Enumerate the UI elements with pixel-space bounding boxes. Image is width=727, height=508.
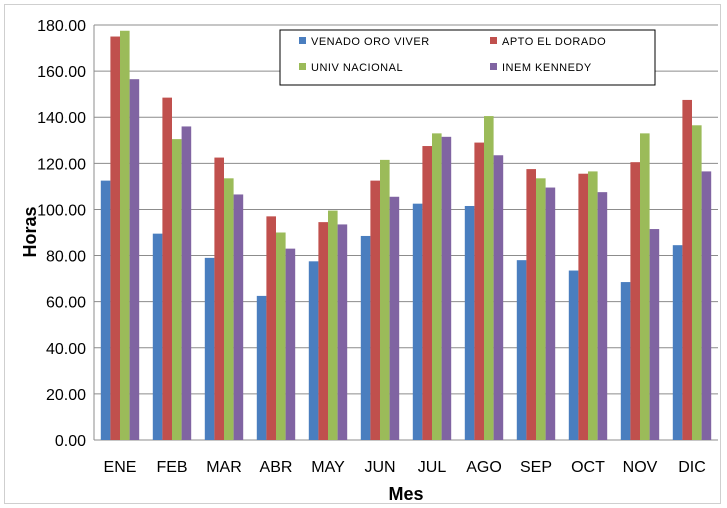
bar	[152, 233, 163, 440]
legend: VENADO ORO VIVER APTO EL DORADO UNIV NACIO…	[279, 29, 656, 86]
bar	[526, 169, 536, 440]
y-tick-label: 180.00	[37, 18, 86, 35]
bar	[620, 282, 631, 440]
bar	[597, 192, 608, 440]
x-axis-title: Mes	[388, 484, 423, 504]
bar	[536, 178, 546, 440]
x-tick-label: AGO	[466, 459, 502, 476]
x-tick-label: MAR	[206, 459, 242, 476]
bar	[630, 162, 640, 441]
bar	[162, 97, 172, 440]
bar	[308, 261, 319, 440]
x-tick-label: MAY	[311, 459, 345, 476]
bar	[181, 126, 192, 440]
bars	[100, 30, 712, 441]
bar	[328, 210, 338, 440]
bar	[588, 171, 598, 440]
y-tick-label: 100.00	[37, 202, 86, 219]
bar	[233, 194, 244, 440]
bar	[493, 155, 504, 440]
bar	[389, 196, 400, 440]
bar	[545, 187, 556, 440]
bar	[337, 224, 348, 440]
bar	[432, 133, 442, 440]
bar	[682, 99, 692, 441]
bar	[266, 216, 276, 440]
y-tick-label: 60.00	[46, 295, 86, 312]
legend-swatch	[299, 37, 306, 44]
legend-swatch	[299, 63, 306, 70]
bar	[224, 178, 234, 440]
bar	[578, 173, 588, 441]
bar	[276, 232, 286, 440]
legend-label: VENADO ORO VIVER	[311, 36, 430, 48]
bar	[422, 146, 432, 440]
bar	[214, 157, 224, 440]
bar	[110, 36, 120, 441]
bar	[120, 30, 130, 441]
x-tick-label: DIC	[678, 459, 706, 476]
x-tick-label: JUL	[418, 459, 447, 476]
bar	[360, 235, 371, 440]
bar	[692, 125, 702, 441]
bar	[129, 79, 140, 441]
bar	[172, 139, 182, 440]
y-tick-label: 140.00	[37, 110, 86, 127]
legend-label: INEM KENNEDY	[502, 62, 592, 74]
bar	[256, 295, 267, 440]
y-tick-labels: 0.00 20.00 40.00 60.00 80.00 100.00 120.00 140.…	[37, 18, 86, 450]
legend-box	[279, 29, 656, 86]
bar	[318, 222, 328, 440]
bar	[516, 260, 527, 440]
bar	[474, 142, 484, 441]
bar	[380, 159, 390, 440]
bar	[649, 229, 660, 440]
y-tick-label: 120.00	[37, 156, 86, 173]
bar	[370, 180, 380, 440]
bar	[412, 203, 423, 440]
x-tick-label: ABR	[260, 459, 293, 476]
legend-label: APTO EL DORADO	[502, 36, 606, 48]
y-tick-label: 160.00	[37, 64, 86, 81]
legend-swatch	[490, 37, 497, 44]
bar	[100, 180, 111, 440]
x-tick-label: SEP	[520, 459, 552, 476]
y-tick-label: 20.00	[46, 387, 86, 404]
bar	[204, 257, 215, 440]
bar	[701, 171, 712, 440]
bar	[484, 116, 494, 440]
y-tick-label: 80.00	[46, 249, 86, 266]
x-tick-label: NOV	[623, 459, 658, 476]
y-tick-label: 0.00	[55, 433, 86, 450]
x-tick-label: ENE	[104, 459, 137, 476]
legend-label: UNIV NACIONAL	[311, 62, 403, 74]
x-tick-labels: ENE FEB MAR ABR MAY JUN JUL AGO SEP OCT NOV DIC	[104, 459, 706, 476]
chart-frame	[4, 4, 721, 504]
bar	[568, 270, 579, 440]
legend-swatch	[490, 63, 497, 70]
bar	[441, 136, 452, 440]
bar	[285, 248, 296, 440]
bar	[464, 205, 475, 440]
x-tick-label: OCT	[571, 459, 605, 476]
y-axis-title: Horas	[20, 206, 40, 257]
y-tick-label: 40.00	[46, 341, 86, 358]
x-tick-label: JUN	[364, 459, 395, 476]
bar	[672, 245, 683, 440]
bar	[640, 133, 650, 440]
x-tick-label: FEB	[156, 459, 187, 476]
